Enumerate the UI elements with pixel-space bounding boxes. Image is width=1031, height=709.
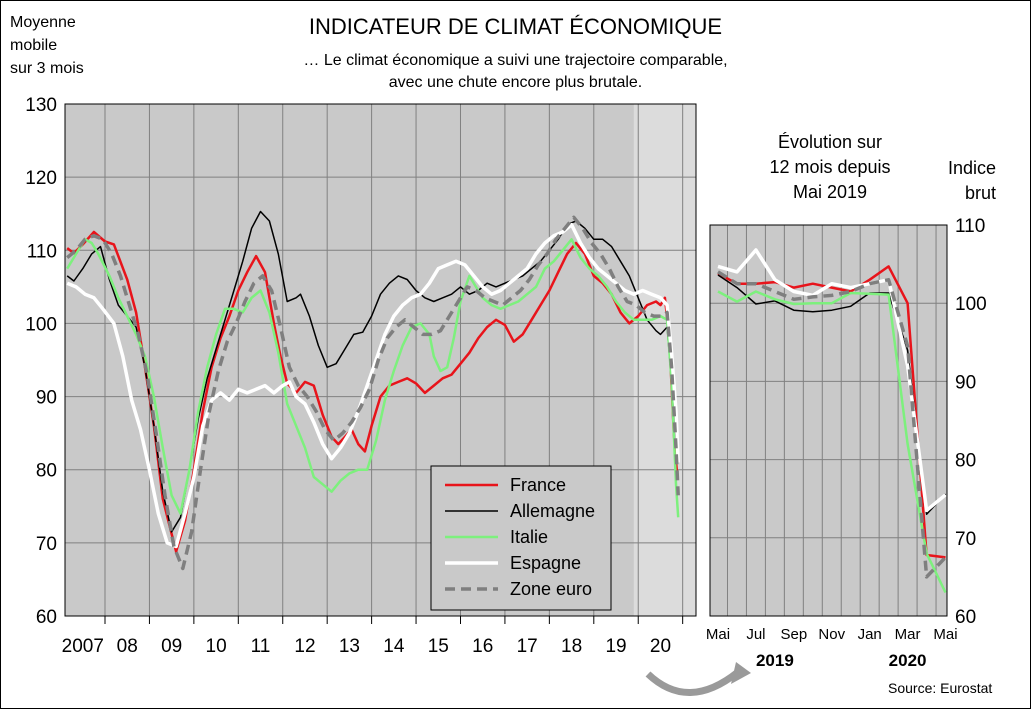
- main-x-tick-label: 09: [161, 636, 182, 657]
- left-unit-line-1: Moyenne: [10, 14, 76, 31]
- side-title-line-3: Mai 2019: [792, 182, 868, 202]
- main-x-tick-label: 08: [117, 636, 138, 657]
- side-year-label: 2020: [889, 651, 927, 670]
- page-title: INDICATEUR DE CLIMAT ÉCONOMIQUE: [308, 14, 723, 39]
- side-unit-line-2: brut: [965, 183, 997, 203]
- main-y-tick-label: 70: [36, 534, 57, 555]
- main-y-tick-label: 100: [25, 314, 57, 335]
- main-plot-border: [64, 103, 697, 617]
- source-note: Source: Eurostat: [888, 680, 993, 696]
- side-unit-line-1: Indice: [948, 158, 997, 178]
- main-series-group: [66, 210, 680, 571]
- left-unit-line-3: sur 3 mois: [10, 60, 84, 77]
- main-series-italie: [66, 238, 680, 518]
- side-x-tick-label: Nov: [818, 626, 845, 643]
- side-title-line-1: Évolution sur: [777, 132, 883, 152]
- main-series-zone-euro: [66, 215, 680, 571]
- side-year-label: 2019: [756, 651, 794, 670]
- main-x-tick-label: 10: [206, 636, 227, 657]
- side-plot-area: [710, 225, 947, 616]
- side-plot-border: [709, 224, 948, 617]
- side-series-espagne: [717, 248, 947, 513]
- side-y-tick-label: 90: [955, 372, 976, 393]
- side-title-line-2: 12 mois depuis: [769, 157, 891, 177]
- side-x-tick-label: Mar: [895, 626, 921, 643]
- side-y-tick-label: 60: [955, 607, 976, 628]
- side-y-tick-label: 110: [955, 216, 985, 237]
- main-y-tick-label: 130: [25, 95, 57, 116]
- subtitle-line-2: avec une chute encore plus brutale.: [388, 74, 643, 91]
- side-x-tick-label: Mai: [706, 626, 730, 643]
- main-y-tick-label: 90: [36, 388, 57, 409]
- main-x-tick-label: 13: [339, 636, 360, 657]
- side-y-tick-label: 100: [955, 294, 987, 315]
- legend-label-allemagne: Allemagne: [510, 501, 595, 521]
- legend-label-france: France: [510, 475, 566, 495]
- main-x-tick-label: 17: [517, 636, 538, 657]
- side-x-tick-label: Jul: [746, 626, 765, 643]
- main-x-tick-label: 19: [605, 636, 626, 657]
- main-x-tick-label: 16: [472, 636, 493, 657]
- side-series-group: [717, 248, 947, 594]
- legend-label-espagne: Espagne: [510, 553, 581, 573]
- main-x-tick-label: 2007: [62, 636, 104, 657]
- legend-label-italie: Italie: [510, 527, 548, 547]
- legend-label-zone-euro: Zone euro: [510, 579, 592, 599]
- main-highlight-band: [633, 104, 696, 616]
- main-x-tick-label: 15: [428, 636, 449, 657]
- main-x-tick-label: 20: [650, 636, 671, 657]
- transition-arrow-head-icon: [731, 662, 751, 684]
- side-series-zone-euro: [717, 270, 947, 579]
- side-y-tick-label: 70: [955, 529, 976, 550]
- side-chart: 60 70 80 90 100 110 Mai Jul Sep Nov Jan Mar Mai 2019 2…: [706, 216, 987, 670]
- main-y-tick-label: 110: [27, 241, 57, 262]
- main-y-tick-label: 120: [25, 168, 57, 189]
- transition-arrow-icon: [645, 669, 741, 696]
- main-x-tick-label: 18: [561, 636, 582, 657]
- main-x-tick-label: 14: [383, 636, 405, 657]
- side-y-tick-label: 80: [955, 451, 976, 472]
- main-series-france: [66, 230, 679, 553]
- legend: France Allemagne Italie Espagne Zone euro: [430, 465, 612, 611]
- side-x-tick-label: Sep: [780, 626, 807, 643]
- main-y-tick-label: 80: [36, 461, 57, 482]
- side-x-tick-label: Mai: [933, 626, 957, 643]
- subtitle-line-1: … Le climat économique a suivi une traje…: [303, 52, 728, 69]
- side-series-italie: [717, 290, 947, 594]
- main-x-tick-label: 11: [251, 636, 271, 657]
- main-x-tick-label: 12: [294, 636, 315, 657]
- left-unit-line-2: mobile: [10, 37, 58, 54]
- side-series-allemagne: [717, 274, 947, 516]
- side-x-tick-label: Jan: [858, 626, 882, 643]
- main-y-tick-label: 60: [36, 607, 57, 628]
